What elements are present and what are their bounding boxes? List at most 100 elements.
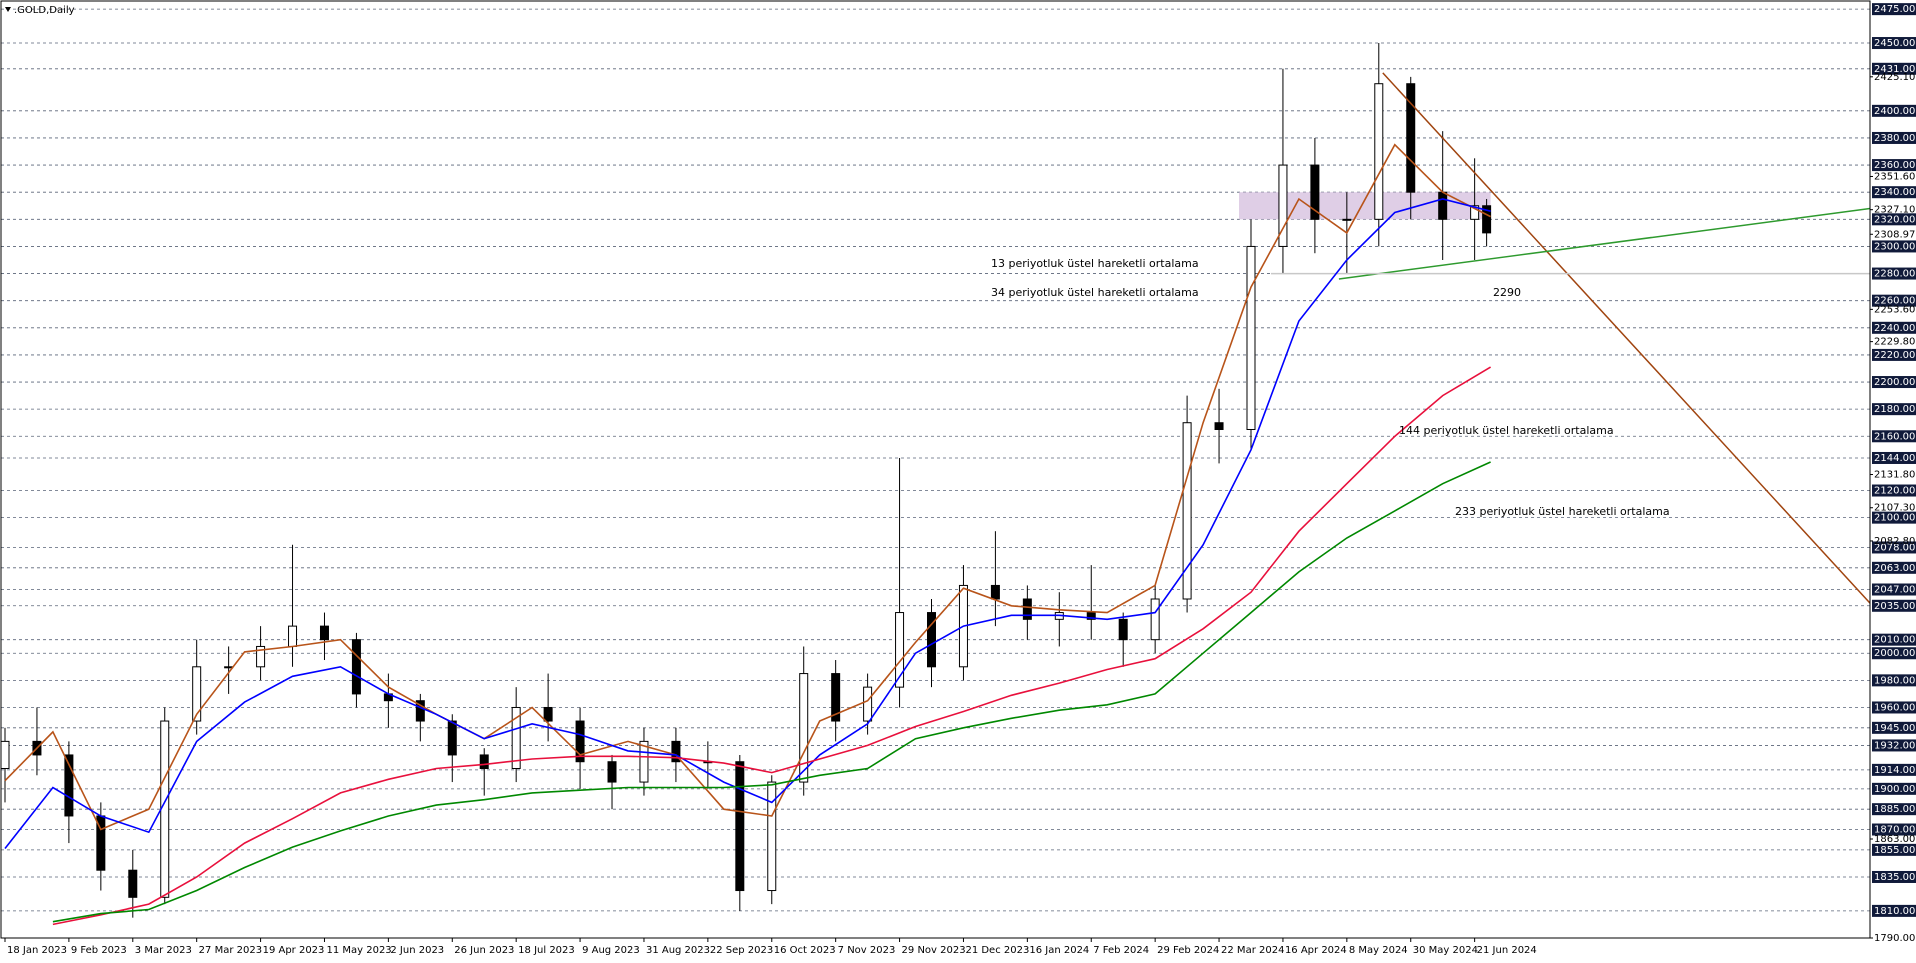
candle-body: [479, 754, 489, 769]
y-tick-label: 2327.10: [1874, 205, 1915, 216]
y-tick-label: 1855.00: [1874, 845, 1915, 856]
level-label-box: [1872, 131, 1916, 144]
candle-body: [863, 686, 873, 722]
level-label-box: [1872, 583, 1916, 596]
series-label: 13 periyotluk üstel hareketli ortalama: [991, 257, 1199, 270]
y-tick-label: 1863.00: [1874, 834, 1915, 845]
x-tick-label: 9 Feb 2023: [71, 945, 127, 956]
level-label-box: [1872, 701, 1916, 714]
x-tick-label: 21 Dec 2023: [965, 945, 1029, 956]
y-tick-label: 2180.00: [1874, 404, 1915, 415]
level-label-box: [1872, 213, 1916, 226]
y-tick-label: 1870.00: [1874, 825, 1915, 836]
x-tick-label: 8 May 2024: [1349, 945, 1408, 956]
y-tick-label: 1790.00: [1874, 933, 1915, 944]
candle-body: [543, 706, 553, 722]
level-label-box: [1872, 321, 1916, 334]
menu-icon: [5, 7, 11, 12]
level-label-box: [1872, 3, 1916, 16]
candle-body: [128, 869, 138, 898]
candle-body: [895, 612, 905, 688]
plot: 13 periyotluk üstel hareketli ortalama 34…: [0, 8, 1871, 926]
level-label-box: [1872, 348, 1916, 361]
moving-average: [52, 366, 1492, 926]
candle-body: [767, 781, 777, 892]
x-tick-label: 7 Nov 2023: [838, 945, 896, 956]
level-label-box: [1872, 484, 1916, 497]
x-tick-label: 18 Jan 2023: [7, 945, 67, 956]
candle-body: [735, 761, 745, 892]
level-label-box: [1872, 904, 1916, 917]
level-label-box: [1872, 674, 1916, 687]
level-label-box: [1872, 186, 1916, 199]
y-tick-label: 2082.80: [1874, 536, 1915, 547]
y-tick-label: 2000.00: [1874, 648, 1915, 659]
moving-average: [4, 198, 1491, 849]
level-label-box: [1872, 430, 1916, 443]
series-label: 233 periyotluk üstel hareketli ortalama: [1455, 505, 1670, 518]
x-tick-label: 16 Apr 2024: [1285, 945, 1347, 956]
candle-body: [1214, 422, 1224, 430]
level-label-box: [1872, 647, 1916, 660]
y-tick-label: 2035.00: [1874, 601, 1915, 612]
candle-body: [671, 740, 681, 763]
y-tick-label: 2107.30: [1874, 503, 1915, 514]
candle-body: [639, 740, 649, 783]
y-tick-label: 2253.60: [1874, 304, 1915, 315]
candle-body: [831, 673, 841, 722]
candle-body: [1438, 191, 1448, 220]
y-tick-label: 2380.00: [1874, 133, 1915, 144]
y-tick-label: 2144.00: [1874, 453, 1915, 464]
y-tick-label: 2360.00: [1874, 160, 1915, 171]
y-tick-label: 1980.00: [1874, 675, 1915, 686]
level-label-box: [1872, 541, 1916, 554]
candle-body: [927, 612, 937, 668]
y-tick-label: 2300.00: [1874, 241, 1915, 252]
candle-body: [256, 645, 266, 668]
x-tick-label: 16 Jan 2024: [1029, 945, 1089, 956]
y-tick-label: 2400.00: [1874, 106, 1915, 117]
candle-body: [1278, 164, 1288, 247]
y-tick-label: 2308.97: [1874, 229, 1915, 240]
y-tick-label: 2100.00: [1874, 513, 1915, 524]
level-label-box: [1872, 159, 1916, 172]
moving-average: [52, 461, 1491, 923]
x-tick-label: 9 Aug 2023: [582, 945, 640, 956]
x-tick-label: 31 Aug 2023: [646, 945, 710, 956]
x-tick-label: 26 Jun 2023: [454, 945, 514, 956]
y-tick-label: 2220.00: [1874, 350, 1915, 361]
trendline: [1338, 207, 1871, 280]
y-tick-label: 2131.80: [1874, 470, 1915, 481]
plot-frame: [0, 0, 1871, 939]
level-label-box: [1872, 803, 1916, 816]
level-label-box: [1872, 376, 1916, 389]
level-label-box: [1872, 599, 1916, 612]
y-tick-label: 2010.00: [1874, 635, 1915, 646]
candle-body: [1182, 422, 1192, 600]
x-tick-label: 21 Jun 2024: [1477, 945, 1537, 956]
candle-body: [1374, 83, 1384, 220]
y-tick-label: 2431.00: [1874, 64, 1915, 75]
x-tick-label: 27 Mar 2023: [199, 945, 262, 956]
x-tick-label: 7 Feb 2024: [1093, 945, 1149, 956]
y-tick-label: 2200.00: [1874, 377, 1915, 388]
candle-body: [319, 625, 329, 641]
candle-body: [288, 625, 298, 647]
y-tick-label: 2160.00: [1874, 431, 1915, 442]
level-label-box: [1872, 782, 1916, 795]
candle-body: [1342, 218, 1352, 221]
level-label-box: [1872, 267, 1916, 280]
y-tick-label: 2078.00: [1874, 542, 1915, 553]
level-label-box: [1872, 37, 1916, 50]
moving-average: [4, 143, 1491, 831]
candle-body: [351, 639, 361, 695]
series-label: 34 periyotluk üstel hareketli ortalama: [991, 286, 1199, 299]
level-label-box: [1872, 294, 1916, 307]
level-label-box: [1872, 451, 1916, 464]
y-tick-label: 2260.00: [1874, 296, 1915, 307]
x-tick-label: 16 Oct 2023: [774, 945, 836, 956]
y-tick-label: 2240.00: [1874, 323, 1915, 334]
y-tick-label: 1932.00: [1874, 740, 1915, 751]
y-tick-label: 2425.10: [1874, 72, 1915, 83]
